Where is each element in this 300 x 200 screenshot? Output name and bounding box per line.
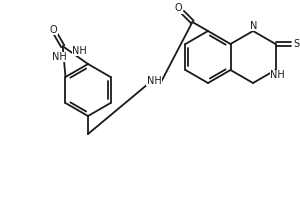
Text: NH: NH — [52, 52, 66, 62]
Text: NH: NH — [73, 46, 87, 56]
Text: N: N — [250, 21, 258, 31]
Text: NH: NH — [270, 70, 285, 80]
Text: O: O — [175, 3, 182, 13]
Text: S: S — [293, 39, 300, 49]
Text: NH: NH — [147, 76, 161, 86]
Text: O: O — [50, 25, 57, 35]
